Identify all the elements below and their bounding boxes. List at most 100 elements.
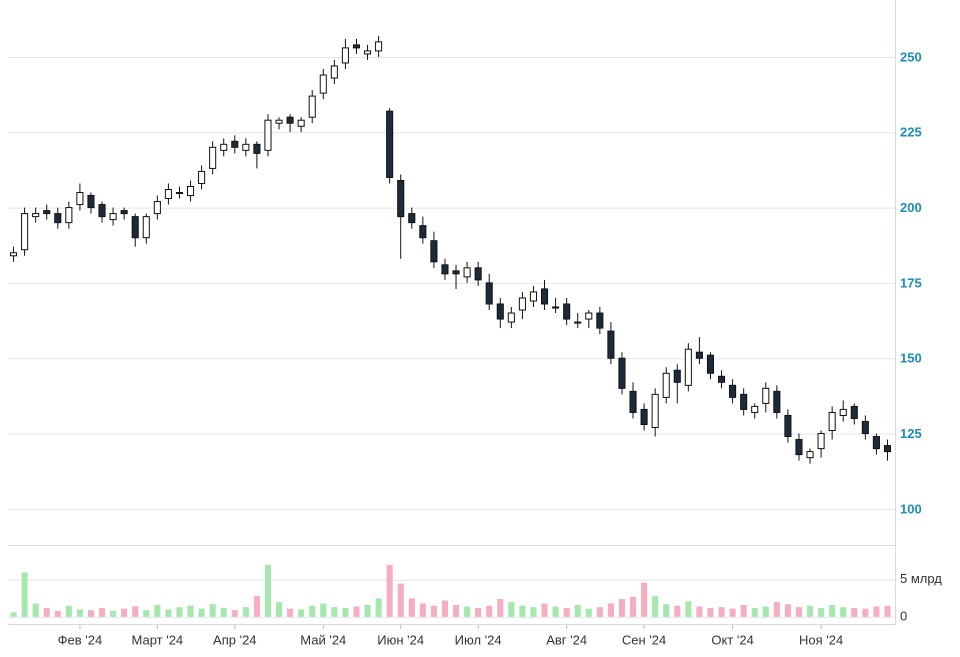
candle-body — [883, 445, 892, 453]
volume-tick-label: 0 — [900, 608, 907, 623]
volume-bar — [264, 564, 272, 617]
candle-body — [419, 225, 427, 239]
candle-body — [784, 414, 792, 438]
volume-bar — [652, 596, 659, 617]
volume-bar — [696, 606, 703, 617]
volume-bar — [784, 604, 791, 617]
candle-body — [507, 312, 515, 323]
volume-bar — [287, 608, 294, 617]
candle-body — [363, 50, 372, 55]
y-tick-label: 100 — [900, 501, 922, 516]
candle-body — [607, 330, 615, 359]
candle-body — [529, 291, 538, 302]
candle-body — [330, 65, 338, 79]
volume-bar — [121, 608, 128, 617]
volume-bar — [641, 582, 648, 617]
volume-bar — [795, 607, 803, 617]
volume-bar — [464, 606, 471, 617]
volume-bar — [530, 607, 537, 617]
candle-body — [319, 74, 327, 94]
volume-bar — [773, 602, 780, 617]
volume-bar — [408, 598, 415, 617]
candle-body — [264, 119, 272, 151]
volume-bar — [818, 607, 825, 617]
candle-body — [552, 306, 560, 309]
candle-body — [751, 405, 759, 413]
candle-body — [21, 213, 29, 251]
candle-body — [574, 321, 582, 324]
volume-bar — [563, 607, 570, 617]
volume-bar — [441, 600, 449, 617]
volume-bar — [353, 606, 360, 617]
candle-body — [828, 411, 836, 432]
volume-bar — [740, 604, 747, 617]
volume-bar — [386, 564, 393, 617]
volume-bar — [851, 607, 858, 617]
candle-body — [198, 170, 206, 184]
candle-body — [153, 201, 161, 215]
volume-bar — [607, 603, 614, 617]
volume-bar — [862, 608, 869, 617]
volume-bar — [541, 603, 548, 617]
volume-bar — [751, 607, 758, 617]
volume-bar — [806, 605, 814, 617]
volume-bar — [574, 604, 581, 617]
candle-body — [253, 143, 261, 154]
x-tick-label: Сен '24 — [622, 632, 666, 647]
volume-bar — [242, 607, 249, 617]
candle-body — [375, 41, 383, 52]
volume-bar — [187, 605, 194, 617]
candle-body — [762, 387, 770, 404]
volume-bar — [54, 610, 61, 617]
candle-body — [441, 264, 449, 275]
volume-bar — [65, 605, 72, 617]
candle-body — [695, 351, 703, 359]
candle-body — [684, 348, 692, 386]
volume-bar — [21, 572, 28, 617]
candle-body — [352, 44, 361, 49]
volume-bar — [486, 605, 493, 617]
volume-bar — [475, 607, 482, 617]
volume-bar — [198, 608, 205, 617]
candle-body — [651, 393, 659, 429]
candle-body — [662, 372, 670, 398]
candle-body — [563, 303, 571, 320]
volume-bar — [165, 609, 172, 617]
candle-body — [850, 405, 858, 419]
volume-bar — [840, 607, 847, 617]
candle-body — [729, 384, 737, 398]
volume-bar — [220, 607, 227, 617]
candle-body — [43, 210, 51, 215]
candle-body — [397, 179, 405, 218]
candle-body — [740, 393, 748, 410]
candle-body — [596, 312, 604, 329]
volume-bar — [76, 609, 83, 617]
volume-bar — [508, 602, 515, 617]
volume-bar — [110, 610, 117, 617]
candle-body — [640, 408, 648, 425]
volume-bar — [419, 603, 426, 617]
volume-bar — [552, 606, 559, 617]
volume-bar — [253, 596, 260, 617]
candle-body — [87, 195, 95, 209]
volume-bar — [762, 606, 769, 617]
candle-body — [496, 303, 504, 320]
candle-body — [220, 143, 228, 151]
candle-body — [540, 288, 549, 305]
candle-body — [452, 270, 460, 275]
candle-body — [242, 143, 250, 151]
x-tick-label: Окт '24 — [711, 632, 753, 647]
candle-body — [286, 116, 294, 124]
candle-body — [795, 439, 803, 456]
volume-bar — [629, 596, 637, 617]
candle-body — [32, 213, 40, 218]
candle-body — [618, 357, 626, 389]
volume-bar — [707, 607, 714, 617]
volume-bar — [32, 603, 39, 617]
volume-bar — [143, 610, 150, 617]
volume-bar — [132, 606, 139, 617]
candle-body — [308, 95, 316, 118]
volume-bar — [154, 604, 161, 617]
candle-body — [773, 390, 781, 413]
